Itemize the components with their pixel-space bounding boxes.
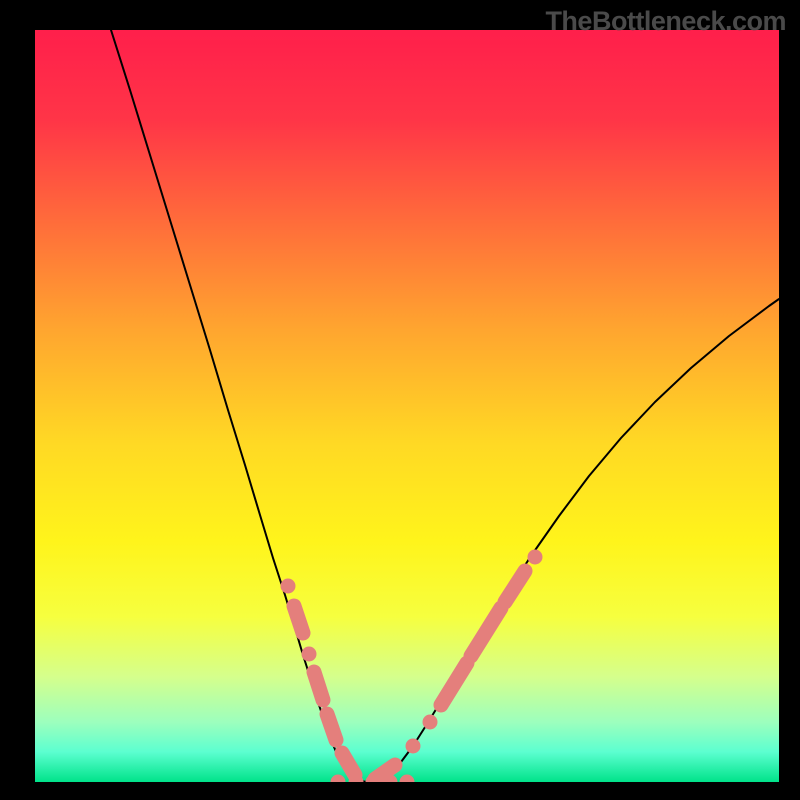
marker-right-dot xyxy=(406,739,421,754)
chart-container xyxy=(35,30,779,782)
marker-left-dot xyxy=(302,647,317,662)
marker-left-capsule xyxy=(327,714,336,740)
marker-left-capsule xyxy=(314,672,323,700)
bottleneck-curve-chart xyxy=(35,30,779,782)
marker-left-capsule xyxy=(294,606,303,633)
marker-right-dot xyxy=(423,715,438,730)
marker-right-dot xyxy=(528,550,543,565)
watermark-label: TheBottleneck.com xyxy=(545,6,786,37)
marker-left-dot xyxy=(281,579,296,594)
